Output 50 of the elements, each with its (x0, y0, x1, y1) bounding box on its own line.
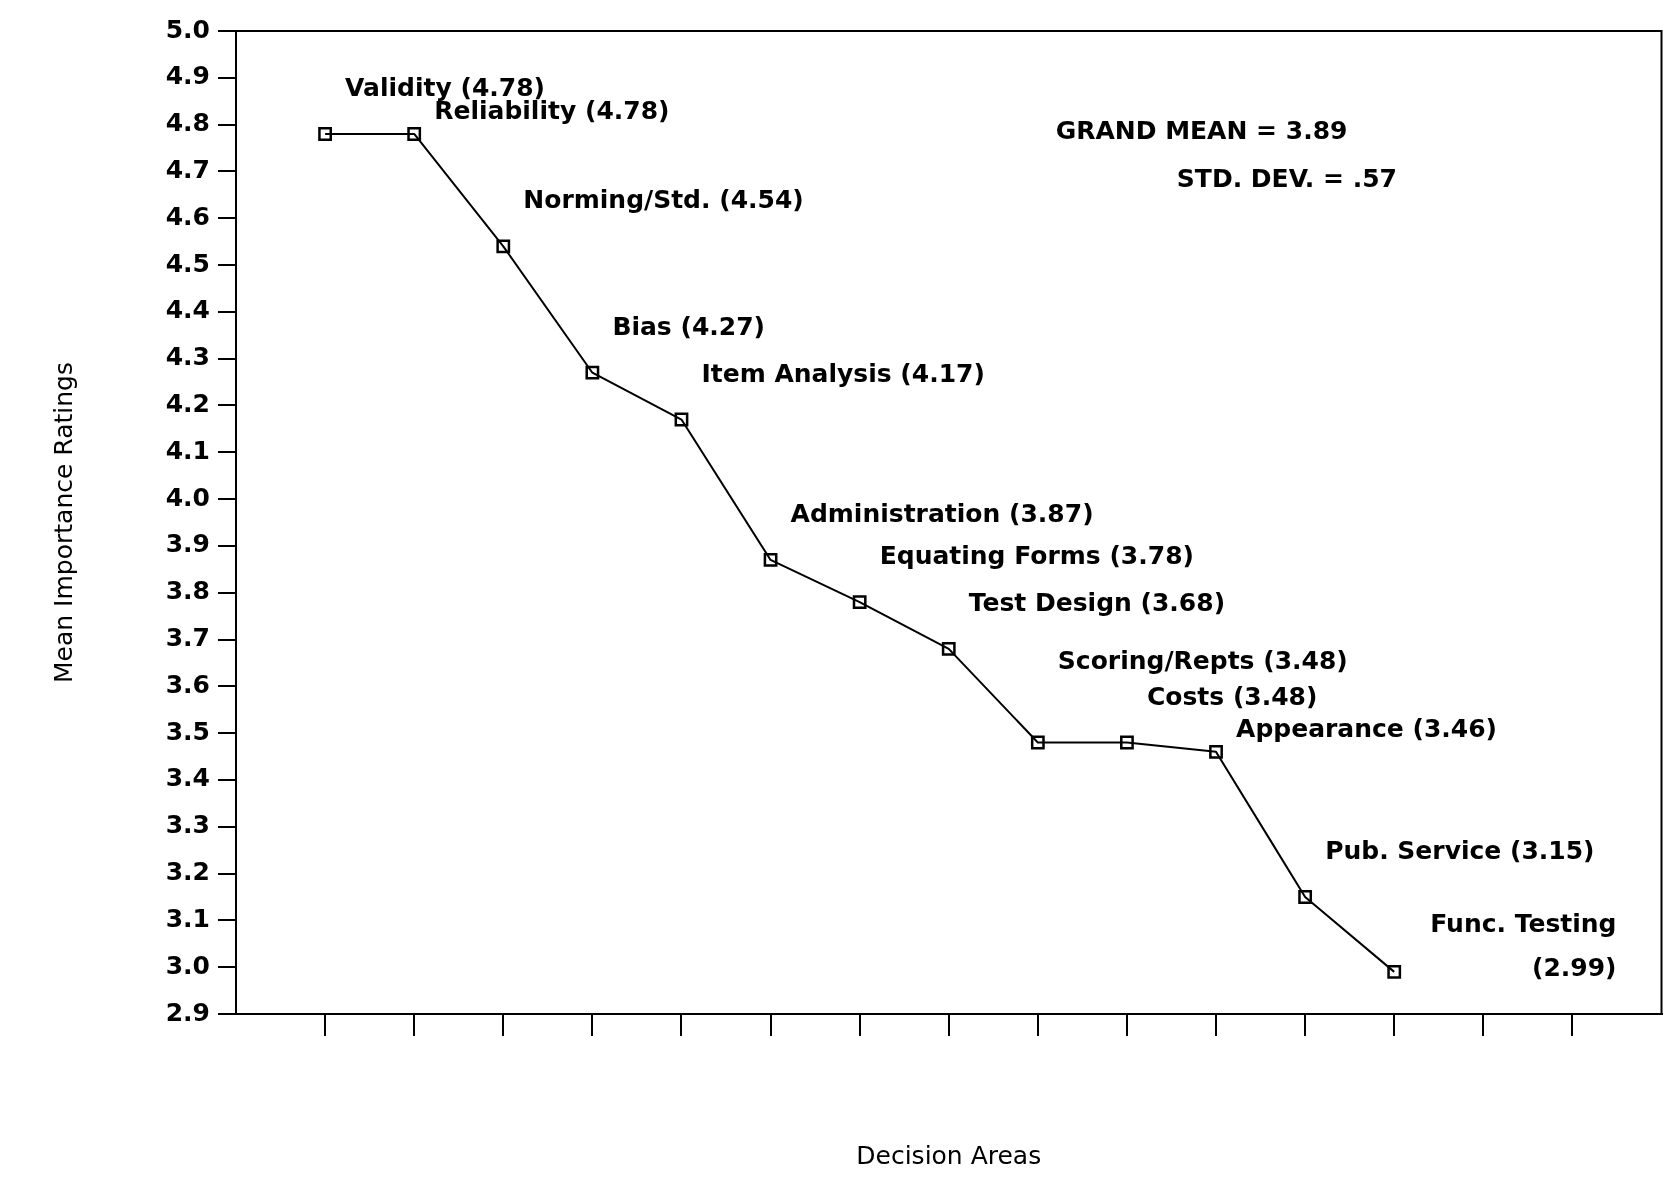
data-label: Scoring/Repts (3.48) (1057, 645, 1348, 675)
y-tick-label: 4.9 (165, 61, 210, 91)
y-tick-label: 4.8 (165, 108, 210, 138)
y-tick-label: 4.0 (165, 482, 210, 512)
x-axis-title: Decision Areas (856, 1140, 1042, 1170)
data-label: Func. Testing (2.99) (1430, 908, 1617, 982)
data-label: Test Design (3.68) (968, 587, 1226, 617)
data-label: Equating Forms (3.78) (879, 541, 1194, 571)
annotation: GRAND MEAN = 3.89 (1055, 116, 1348, 145)
y-tick-label: 4.5 (165, 248, 210, 278)
annotation: STD. DEV. = .57 (1176, 164, 1397, 193)
data-label: Norming/Std. (4.54) (523, 185, 804, 215)
point (407, 127, 422, 141)
data-label: Appearance (3.46) (1236, 713, 1498, 743)
y-tick-label: 3.1 (165, 903, 210, 933)
y-tick-label: 3.6 (165, 669, 210, 699)
point (763, 553, 778, 567)
y-tick-label: 4.3 (165, 342, 210, 372)
data-label: Bias (4.27) (612, 311, 765, 341)
data-label: Item Analysis (4.17) (701, 358, 985, 388)
point (674, 412, 689, 427)
y-tick-label: 2.9 (165, 997, 210, 1027)
data-label: Administration (3.87) (790, 498, 1094, 528)
point (1120, 735, 1134, 750)
y-tick-label: 4.1 (165, 435, 210, 465)
y-tick-label: 4.2 (165, 388, 210, 418)
y-tick-label: 3.5 (165, 716, 210, 746)
point (852, 595, 867, 609)
data-label: Costs (3.48) (1146, 681, 1318, 711)
y-tick-label: 4.4 (165, 295, 210, 325)
point (318, 127, 332, 141)
y-tick-label: 3.2 (165, 857, 210, 887)
point (1387, 964, 1402, 979)
y-tick-label: 3.4 (165, 763, 210, 793)
y-tick-label: 3.9 (165, 529, 210, 559)
point (941, 641, 956, 656)
y-tick-label: 4.6 (165, 201, 210, 231)
point (585, 365, 600, 380)
y-tick-label: 3.0 (165, 950, 210, 980)
y-tick-label: 4.7 (165, 154, 210, 184)
y-tick-label: 3.8 (165, 576, 210, 606)
y-tick-label: 3.7 (165, 623, 210, 653)
y-axis-title: Mean Importance Ratings (48, 362, 78, 683)
point (496, 239, 511, 254)
data-label: Pub. Service (3.15) (1325, 835, 1595, 865)
point (1030, 735, 1045, 750)
y-tick-label: 3.3 (165, 810, 210, 840)
point (1209, 744, 1223, 759)
point (1298, 890, 1313, 904)
y-tick-label: 5.0 (165, 14, 210, 44)
